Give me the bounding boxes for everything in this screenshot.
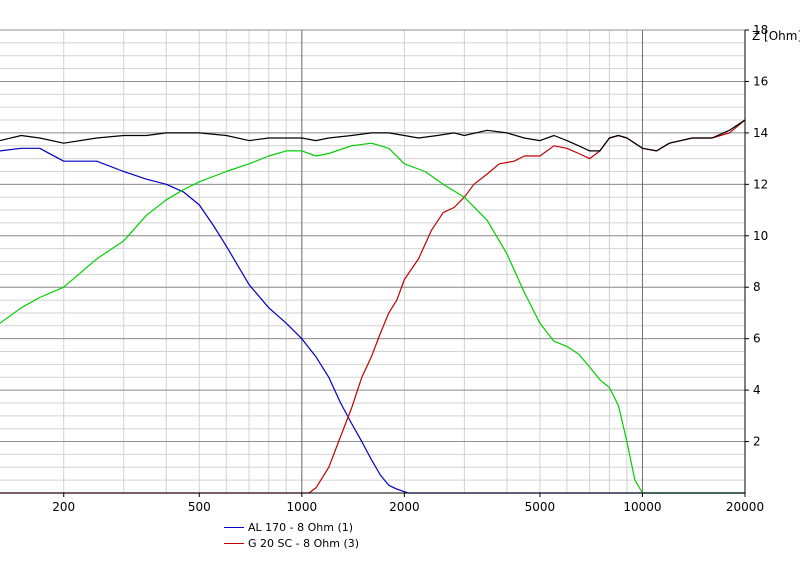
- x-tick-label: 10000: [623, 500, 661, 514]
- x-tick-label: 20000: [726, 500, 764, 514]
- y-tick-label: 4: [753, 383, 761, 397]
- legend: AL 170 - 8 Ohm (1) G 20 SC - 8 Ohm (3): [224, 519, 359, 551]
- x-tick-label: 1000: [287, 500, 318, 514]
- y-tick-label: 16: [753, 74, 768, 88]
- y-tick-label: 6: [753, 332, 761, 346]
- series-line-3: [0, 119, 746, 152]
- series-line-0: [0, 147, 745, 494]
- y-tick-label: 12: [753, 177, 768, 191]
- y-axis-ticks: 2 4 6 8 10 12 14 16 18: [745, 23, 768, 449]
- x-tick-label: 200: [52, 500, 75, 514]
- y-axis-label: Z [Ohm]: [752, 29, 800, 43]
- x-tick-label: 5000: [525, 500, 556, 514]
- x-axis-ticks: 200 500 1000 2000 5000 10000 20000: [52, 493, 764, 514]
- legend-label-g20sc: G 20 SC - 8 Ohm (3): [248, 536, 360, 550]
- series-layer: [0, 119, 746, 494]
- legend-item-al170: AL 170 - 8 Ohm (1): [224, 519, 359, 535]
- y-tick-label: 18: [753, 23, 768, 37]
- y-tick-label: 8: [753, 280, 761, 294]
- plot-frame: [0, 30, 746, 494]
- legend-item-g20sc: G 20 SC - 8 Ohm (3): [224, 535, 359, 551]
- y-tick-label: 2: [753, 435, 761, 449]
- legend-label-al170: AL 170 - 8 Ohm (1): [248, 520, 354, 534]
- legend-swatch-al170: [224, 526, 244, 528]
- y-tick-label: 14: [753, 126, 768, 140]
- legend-swatch-g20sc: [224, 542, 244, 544]
- y-tick-label: 10: [753, 229, 768, 243]
- x-tick-label: 2000: [389, 500, 420, 514]
- series-line-2: [0, 142, 745, 494]
- x-tick-label: 500: [188, 500, 211, 514]
